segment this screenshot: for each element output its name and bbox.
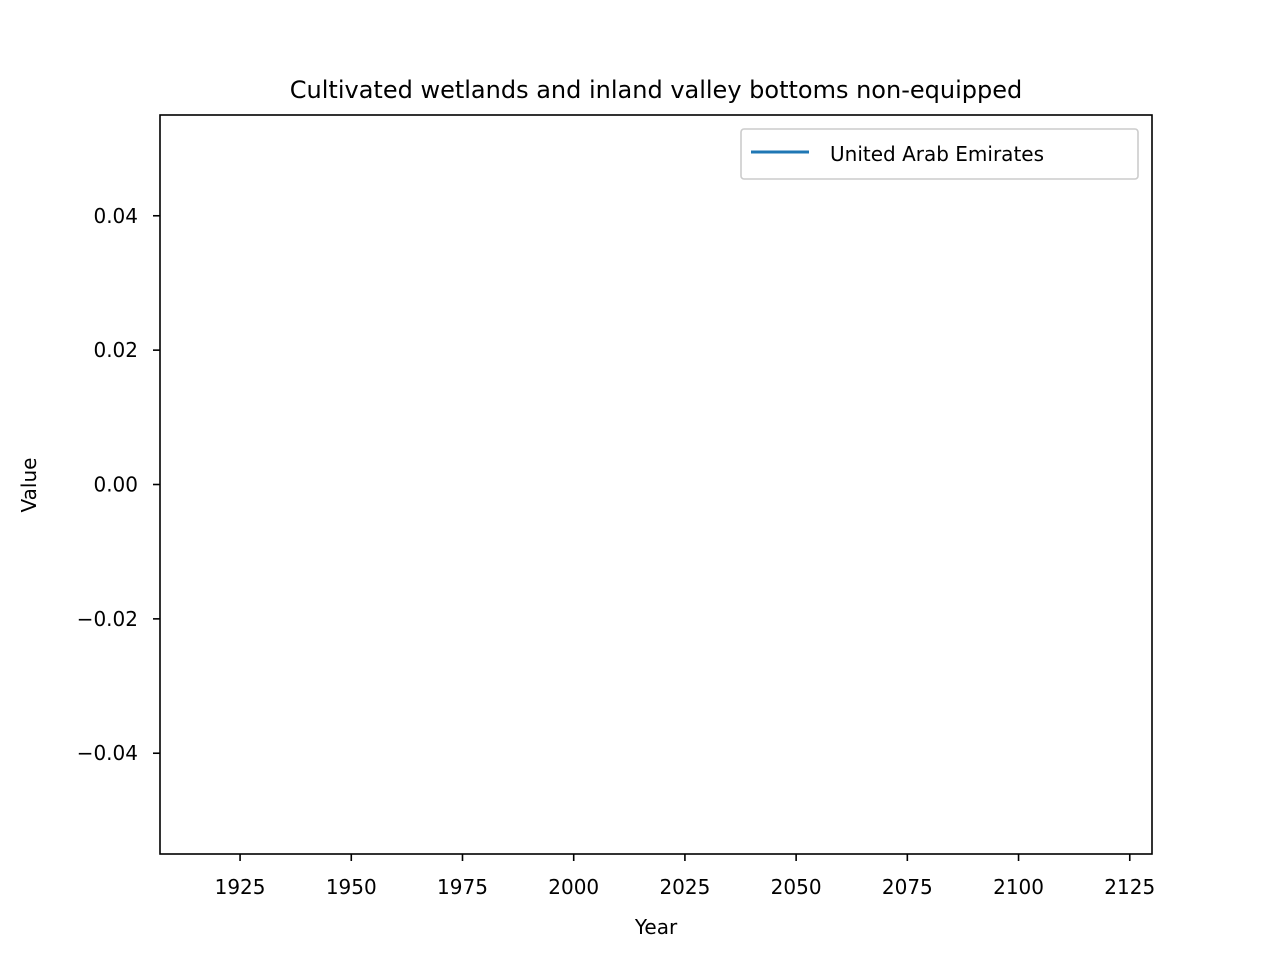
x-tick-label: 1975 [437,875,488,899]
x-axis-ticks: 1925 1950 1975 2000 2025 2050 2075 2100 2125 [215,854,1155,899]
x-tick-label: 2100 [993,875,1044,899]
y-tick-label: 0.02 [93,338,138,362]
y-tick-label: 0.04 [93,204,138,228]
legend-label: United Arab Emirates [830,142,1044,166]
chart-title: Cultivated wetlands and inland valley bo… [290,76,1022,104]
x-tick-label: 1950 [326,875,377,899]
x-tick-label: 1925 [215,875,266,899]
y-tick-label: −0.02 [77,607,138,631]
x-tick-label: 2125 [1104,875,1155,899]
plot-frame [159,114,1153,855]
x-tick-label: 2000 [548,875,599,899]
y-axis-ticks: −0.04 −0.02 0.00 0.02 0.04 [77,204,160,765]
x-tick-label: 2025 [659,875,710,899]
y-axis-label: Value [17,458,41,513]
y-tick-label: −0.04 [77,741,138,765]
plot-area [160,115,1152,854]
x-tick-label: 2050 [771,875,822,899]
x-axis-label: Year [634,915,678,939]
x-tick-label: 2075 [882,875,933,899]
legend: United Arab Emirates [740,128,1139,180]
legend-box [740,128,1139,180]
y-tick-label: 0.00 [93,473,138,497]
